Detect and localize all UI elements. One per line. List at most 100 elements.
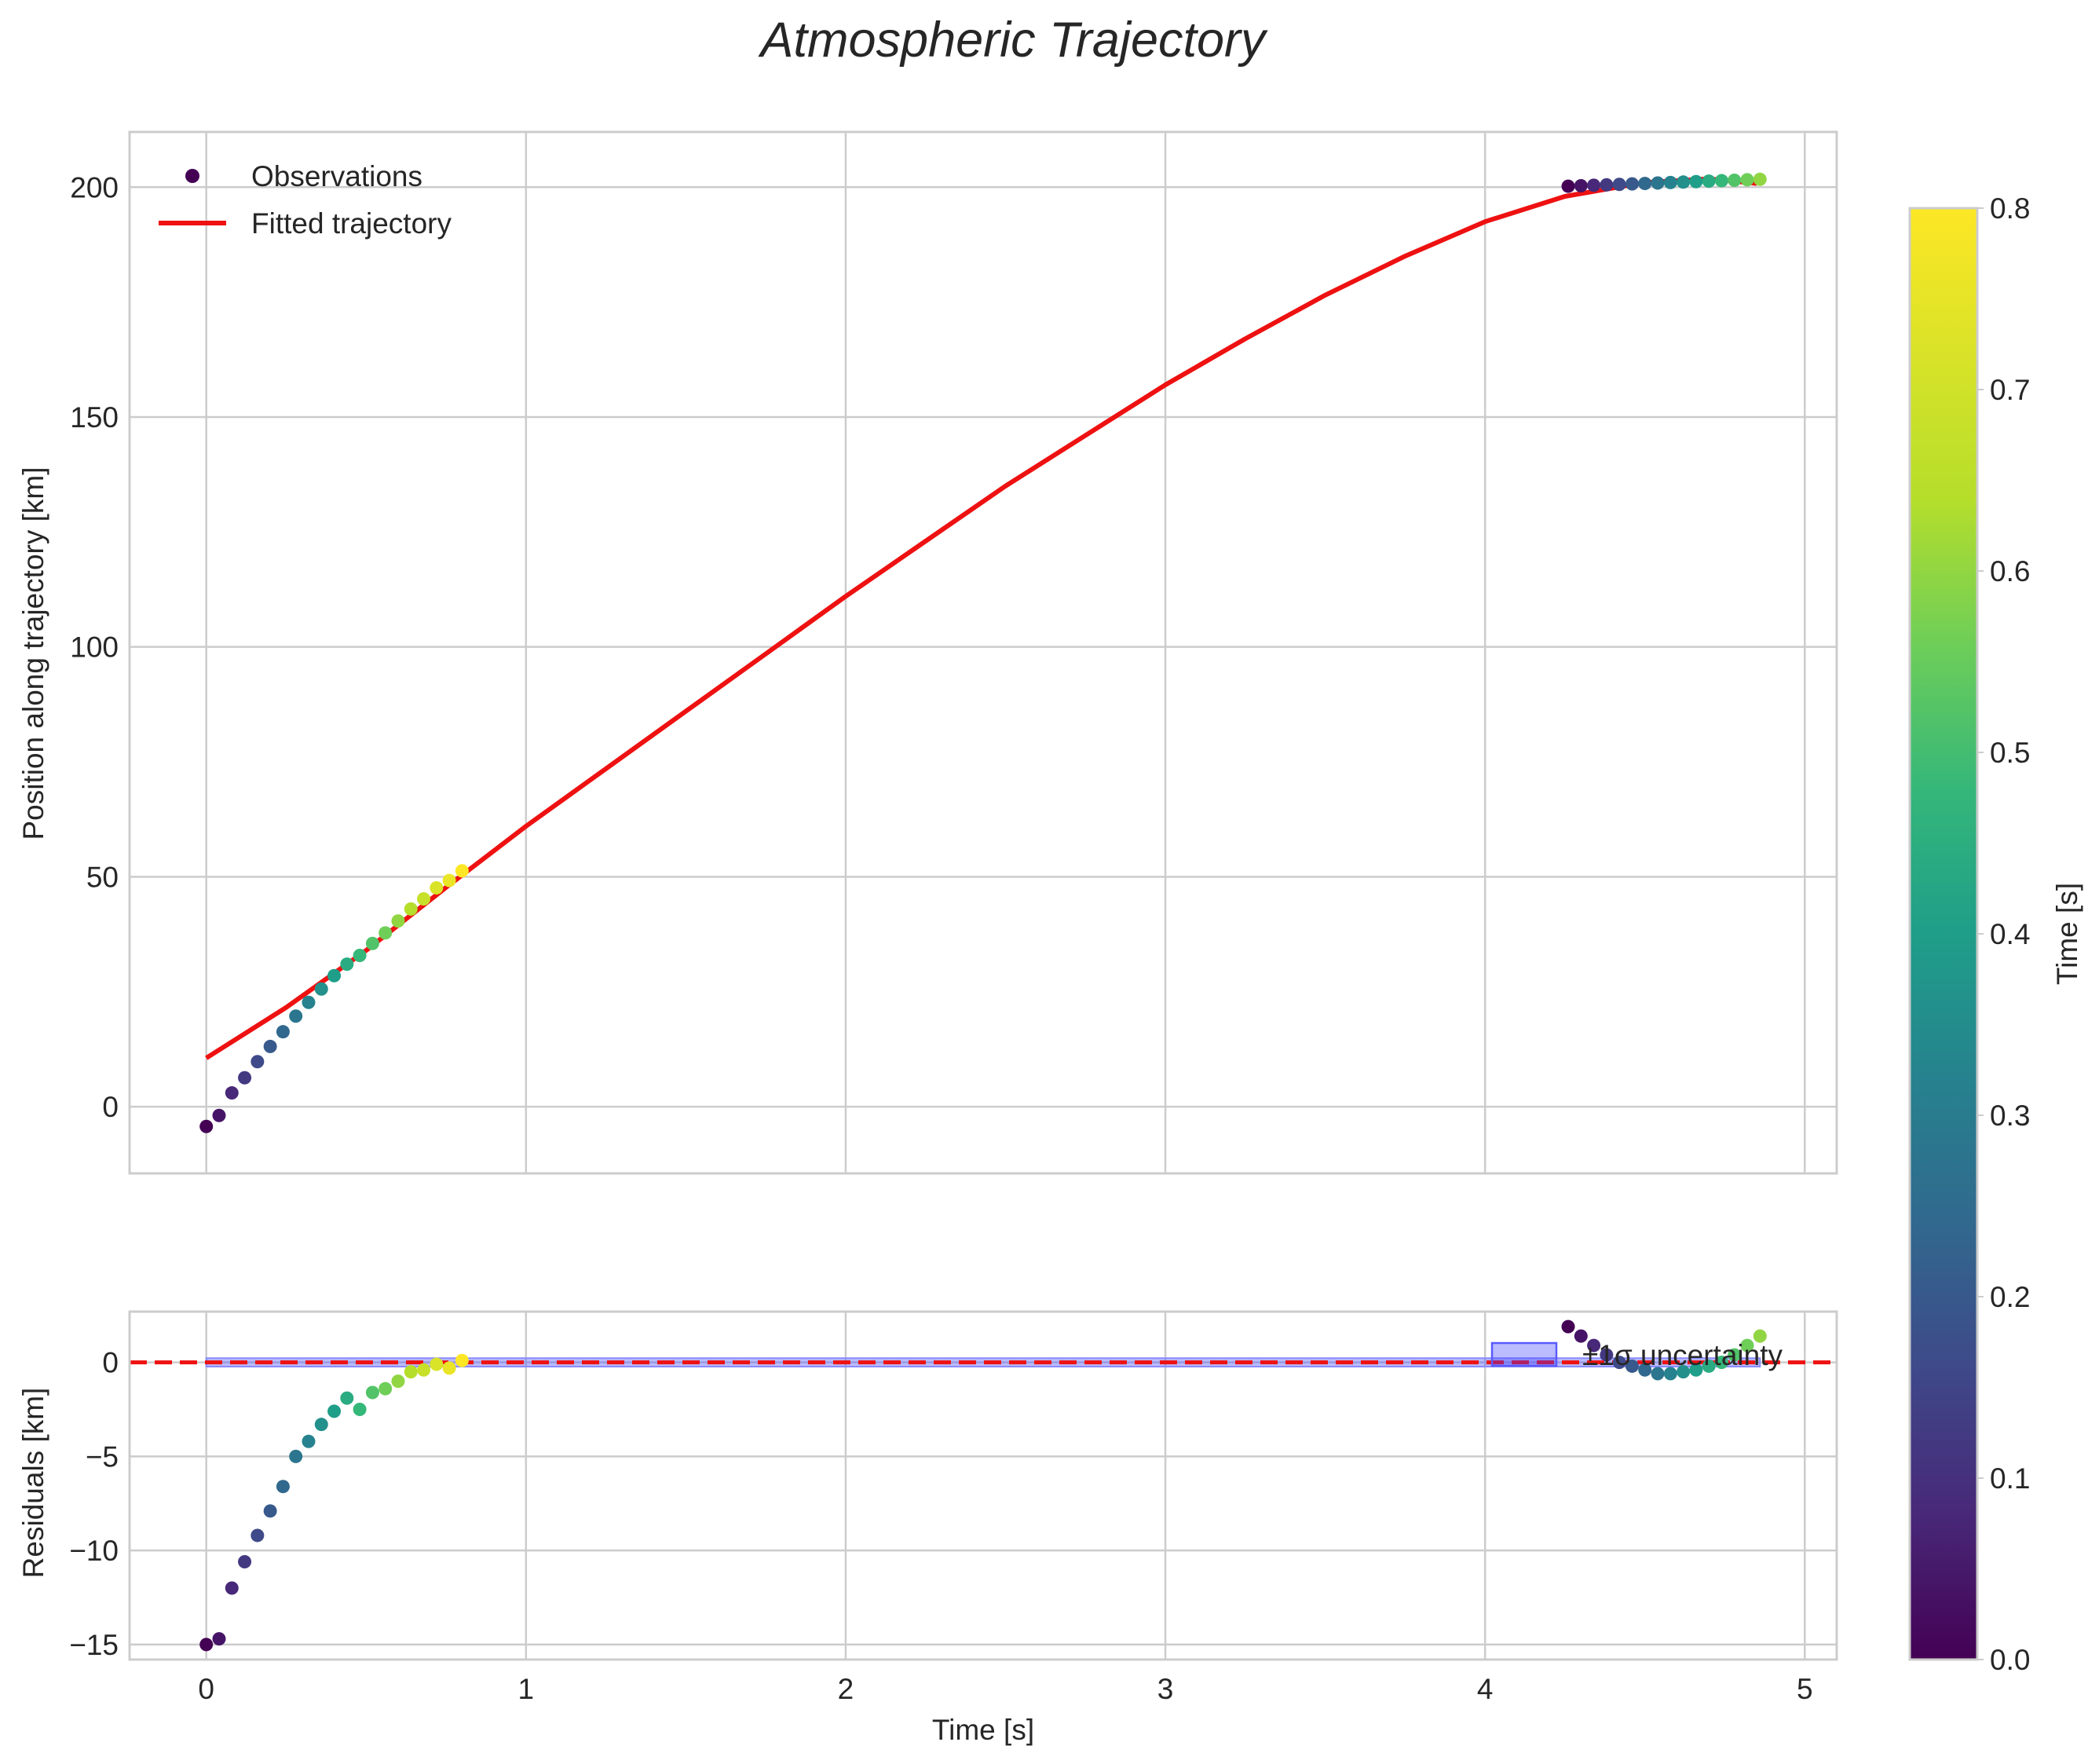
observation-point [404, 902, 418, 916]
residual-point [263, 1504, 277, 1518]
residuals-plot-frame [128, 1310, 1838, 1661]
main-plot-panel: 0 50 100 150 200 Position along trajectory [… [17, 130, 1838, 1175]
observation-point [391, 914, 405, 928]
colorbar-tick-labels: 0.0 0.1 0.2 0.3 0.4 0.5 0.6 0.7 0.8 [1977, 192, 2030, 1676]
observation-point [225, 1086, 239, 1100]
main-y-axis-label: Position along trajectory [km] [17, 467, 49, 840]
legend-observations-label: Observations [251, 160, 422, 192]
legend-observations-marker [185, 169, 199, 183]
residual-point [417, 1363, 431, 1377]
residual-point [250, 1528, 265, 1543]
observation-point [327, 968, 342, 983]
observation-point [1714, 174, 1728, 188]
x-tick-label: 4 [1477, 1673, 1494, 1705]
residuals-y-tick-label: −10 [69, 1535, 119, 1567]
observation-point [365, 936, 379, 950]
observation-point [1740, 173, 1754, 187]
observation-point [263, 1039, 277, 1053]
colorbar-label: Time [s] [2051, 883, 2083, 985]
residual-point [1625, 1359, 1639, 1373]
residuals-y-tick-labels: 0 −5 −10 −15 [69, 1347, 119, 1661]
observation-point [1625, 177, 1639, 191]
observation-point [1561, 179, 1575, 193]
x-tick-label: 2 [838, 1673, 854, 1705]
observation-point [1663, 175, 1677, 189]
x-tick-label: 0 [198, 1673, 214, 1705]
x-axis-label: Time [s] [932, 1714, 1034, 1746]
residual-point [1677, 1365, 1691, 1379]
observation-point [212, 1108, 226, 1122]
colorbar-gradient [1908, 207, 1979, 1661]
observation-point [1728, 173, 1742, 187]
observation-point [1677, 175, 1691, 189]
residual-point [1561, 1319, 1575, 1334]
residual-point [404, 1365, 418, 1379]
observation-point [1638, 177, 1652, 191]
colorbar-tick-label: 0.7 [1990, 374, 2030, 406]
main-y-tick-labels: 0 50 100 150 200 [70, 171, 119, 1123]
residual-point [1574, 1329, 1588, 1343]
observation-point [1600, 177, 1614, 192]
residual-point [1587, 1338, 1601, 1352]
residual-point [378, 1382, 393, 1396]
observation-point [302, 995, 316, 1009]
colorbar-tick-label: 0.8 [1990, 192, 2030, 225]
residuals-legend: ±1σ uncertainty [1490, 1339, 1783, 1371]
main-y-tick-label: 50 [86, 861, 119, 893]
observation-point [353, 949, 367, 963]
main-y-tick-label: 0 [102, 1091, 119, 1123]
residual-point [1651, 1367, 1665, 1381]
residuals-y-tick-label: −5 [86, 1440, 119, 1473]
observation-point [1587, 178, 1601, 192]
residual-point [289, 1449, 303, 1463]
main-y-tick-label: 150 [70, 401, 119, 434]
colorbar-tick-label: 0.2 [1990, 1281, 2030, 1313]
observation-point [1574, 178, 1588, 192]
legend-uncertainty-label: ±1σ uncertainty [1582, 1339, 1783, 1371]
fitted-trajectory-line-group [205, 176, 1757, 1060]
main-y-tick-label: 100 [70, 631, 119, 664]
main-grid [130, 132, 1837, 1173]
main-plot-frame [128, 130, 1838, 1175]
residual-point [1663, 1367, 1677, 1381]
residual-point [365, 1385, 379, 1400]
observation-point [314, 982, 328, 996]
residual-point [430, 1357, 444, 1371]
colorbar-tick-label: 0.6 [1990, 555, 2030, 587]
residual-point [1728, 1348, 1742, 1362]
residuals-y-axis-label: Residuals [km] [17, 1388, 49, 1579]
residual-point [212, 1632, 226, 1646]
colorbar: 0.0 0.1 0.2 0.3 0.4 0.5 0.6 0.7 0.8 Time [s] [1908, 192, 2083, 1676]
residual-point [1702, 1359, 1716, 1373]
observation-point [340, 957, 354, 972]
main-legend: Observations Fitted trajectory [159, 160, 452, 240]
residual-point [455, 1353, 469, 1367]
residual-point [1689, 1363, 1703, 1377]
residual-point [225, 1581, 239, 1595]
observation-point [455, 864, 469, 878]
residual-point [276, 1480, 290, 1494]
residuals-plot-panel: 0 −5 −10 −15 0 1 2 3 4 5 Residuals [km] Time [s]… [17, 1310, 1838, 1746]
observation-point [289, 1009, 303, 1023]
residual-point [314, 1418, 328, 1432]
observation-point [238, 1070, 252, 1085]
observation-point [276, 1025, 290, 1039]
colorbar-tick-label: 0.1 [1990, 1462, 2030, 1495]
legend-uncertainty-patch [1490, 1341, 1558, 1367]
residual-point [302, 1434, 316, 1448]
observation-point [1753, 172, 1767, 186]
residual-point [199, 1638, 214, 1652]
observation-point [442, 873, 456, 887]
residual-point [1740, 1338, 1754, 1352]
residual-point [353, 1403, 367, 1417]
residual-point [1600, 1348, 1614, 1362]
residual-point [442, 1361, 456, 1375]
residual-point [1753, 1329, 1767, 1343]
chart-title: Atmospheric Trajectory [757, 13, 1268, 68]
observation-point [1702, 174, 1716, 188]
observation-point [1689, 174, 1703, 188]
residual-point [340, 1391, 354, 1405]
observation-point [417, 891, 431, 906]
legend-fitted-label: Fitted trajectory [251, 207, 452, 240]
residual-point [1612, 1356, 1626, 1370]
